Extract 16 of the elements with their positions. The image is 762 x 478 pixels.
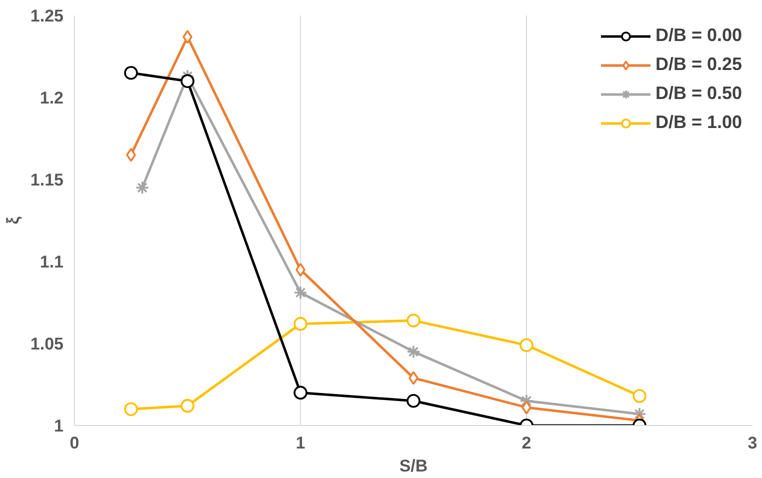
y-tick-label: 1.1 xyxy=(40,252,64,272)
x-tick-label: 3 xyxy=(748,434,758,452)
y-tick-label: 1.15 xyxy=(30,170,64,190)
y-tick-label: 1 xyxy=(54,416,64,436)
x-tick-label: 1 xyxy=(296,434,306,452)
y-tick-label: 1.05 xyxy=(30,334,64,354)
y-tick-label: 1.25 xyxy=(30,6,64,26)
y-axis-title: ξ xyxy=(3,216,22,224)
x-axis-title: S/B xyxy=(399,456,428,476)
legend-label: D/B = 1.00 xyxy=(655,112,742,133)
y-tick-label: 1.2 xyxy=(40,88,64,108)
x-tick-label: 0 xyxy=(70,434,80,452)
x-tick-label: 2 xyxy=(522,434,532,452)
legend-label: D/B = 0.50 xyxy=(655,83,742,104)
legend-label: D/B = 0.25 xyxy=(655,54,742,75)
legend-label: D/B = 0.00 xyxy=(655,25,742,46)
